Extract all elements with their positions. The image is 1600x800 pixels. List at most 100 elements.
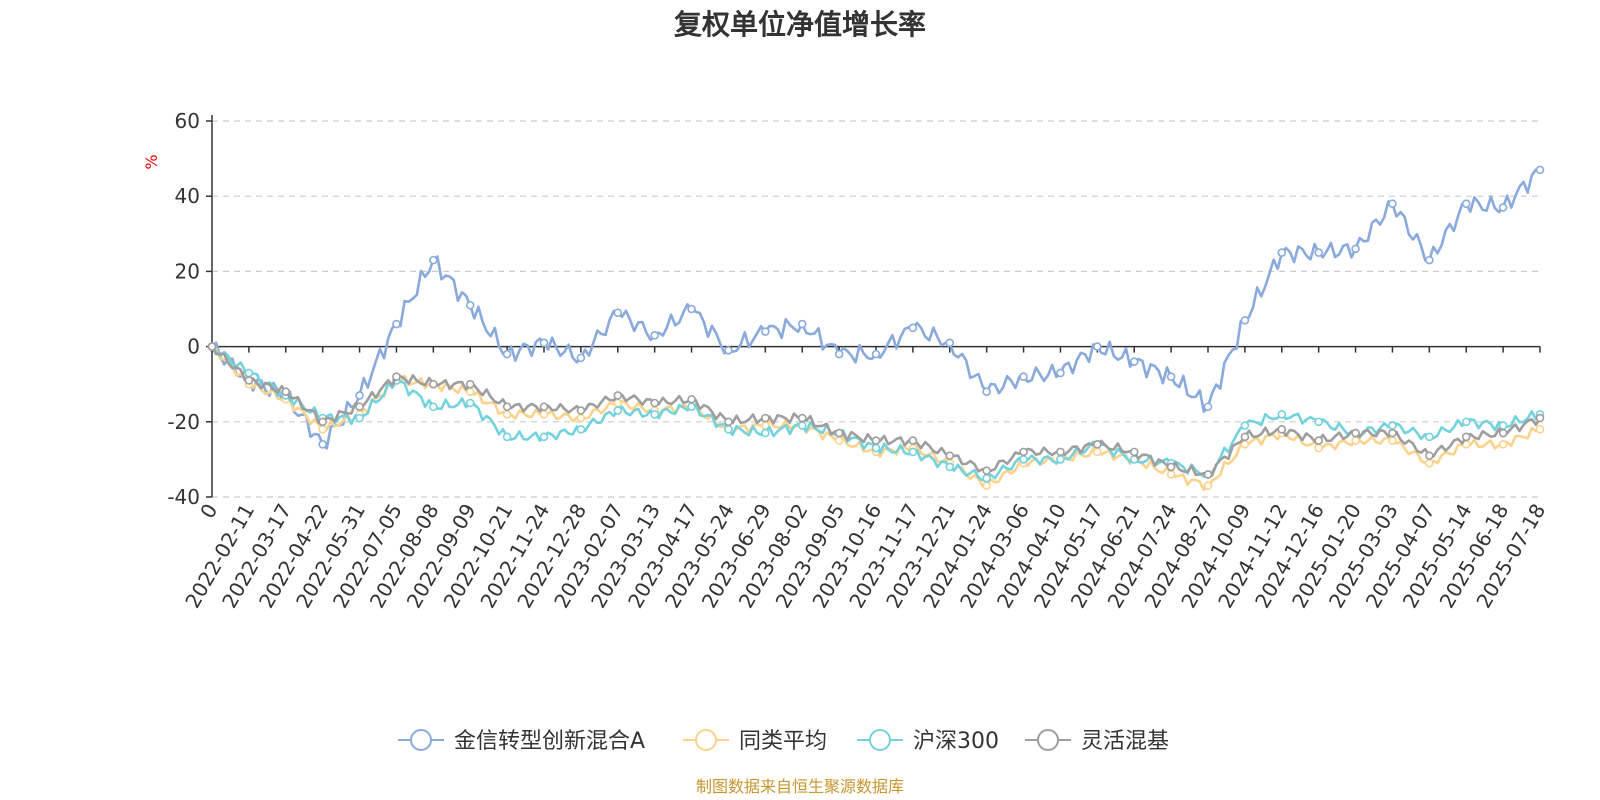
series-3 [207, 342, 1545, 479]
data-point [945, 451, 955, 460]
data-point [576, 353, 586, 363]
y-unit-label: % [142, 154, 161, 169]
data-point [244, 376, 254, 385]
data-point [1351, 436, 1360, 445]
data-point [1388, 436, 1397, 445]
data-point [1056, 447, 1065, 457]
data-point [761, 413, 770, 423]
data-point [1388, 421, 1397, 430]
data-point [539, 402, 549, 412]
data-point [687, 394, 696, 404]
series-group [207, 165, 1545, 492]
legend-label: 沪深300 [913, 729, 999, 754]
data-point [1129, 357, 1139, 366]
data-point [576, 406, 586, 415]
data-point [1129, 447, 1139, 457]
data-point [908, 323, 918, 333]
data-point [982, 466, 991, 475]
data-point [834, 436, 844, 445]
data-point [318, 440, 327, 449]
data-point [465, 300, 475, 310]
data-point [797, 413, 807, 423]
data-point [650, 409, 659, 419]
data-point [1019, 455, 1028, 464]
data-source-note: 制图数据来自恒生聚源数据库 [696, 777, 904, 796]
y-tick-label: 0 [187, 335, 200, 359]
y-axis: 60 40 20 0 -20 -40 [167, 109, 213, 509]
legend-label: 灵活混基 [1081, 729, 1169, 754]
data-point [1535, 165, 1545, 175]
data-point [1388, 199, 1397, 209]
series-line [211, 345, 1541, 492]
data-point [1314, 443, 1323, 453]
legend-circle-icon [1037, 729, 1059, 751]
data-point [613, 406, 623, 415]
data-point [982, 481, 991, 491]
y-tick-label: -40 [167, 485, 200, 509]
legend-item[interactable]: 同类平均 [683, 729, 827, 754]
data-point [392, 372, 401, 381]
data-point [1498, 203, 1508, 212]
data-point [871, 443, 881, 453]
data-point [244, 368, 254, 378]
data-point [502, 349, 512, 359]
data-point [1277, 409, 1287, 419]
data-point [1498, 421, 1508, 430]
data-point [1203, 470, 1213, 479]
data-point [1166, 462, 1176, 472]
x-tick-label: 0 [195, 500, 222, 523]
data-point [1019, 372, 1028, 381]
data-point [1093, 342, 1102, 351]
legend-label: 金信转型创新混合A [454, 729, 645, 754]
data-point [1461, 432, 1471, 442]
data-point [1498, 428, 1508, 438]
legend-circle-icon [695, 729, 717, 751]
series-1 [207, 342, 1545, 492]
data-point [1498, 440, 1508, 449]
data-point [871, 349, 881, 359]
series-line [210, 345, 1542, 482]
legend[interactable]: 金信转型创新混合A 同类平均 沪深300 灵活混基 [398, 729, 1169, 754]
data-point [465, 398, 475, 408]
data-point [1425, 255, 1434, 265]
data-point [1425, 458, 1434, 468]
data-point [429, 255, 438, 265]
data-point [834, 428, 844, 438]
data-point [724, 417, 733, 427]
data-point [1351, 244, 1360, 254]
data-point [576, 413, 586, 423]
data-point [539, 432, 549, 442]
data-point [1203, 402, 1213, 412]
data-point [908, 447, 918, 457]
data-point [1461, 199, 1471, 209]
data-point [945, 338, 955, 348]
y-tick-label: 20 [175, 259, 200, 283]
legend-item[interactable]: 灵活混基 [1025, 729, 1169, 754]
legend-circle-icon [410, 729, 432, 751]
data-point [207, 342, 217, 351]
data-point [613, 391, 623, 400]
data-point [355, 402, 364, 412]
data-point [281, 387, 291, 397]
data-point [1425, 432, 1434, 442]
data-point [502, 432, 512, 442]
data-point [1314, 248, 1323, 257]
data-point [539, 409, 549, 419]
legend-item[interactable]: 沪深300 [857, 729, 999, 754]
y-tick-label: -20 [167, 410, 200, 434]
data-point [613, 398, 623, 408]
data-point [871, 436, 881, 445]
data-point [429, 402, 438, 412]
legend-label: 同类平均 [739, 729, 827, 754]
data-point [392, 319, 401, 329]
data-point [724, 425, 733, 434]
y-tick-label: 40 [175, 184, 200, 208]
data-point [982, 473, 991, 483]
data-point [1240, 440, 1250, 449]
series-2 [207, 342, 1545, 483]
y-tick-label: 60 [175, 109, 200, 133]
legend-item[interactable]: 金信转型创新混合A [398, 729, 645, 754]
data-point [1388, 428, 1397, 438]
series-line [211, 168, 1541, 450]
